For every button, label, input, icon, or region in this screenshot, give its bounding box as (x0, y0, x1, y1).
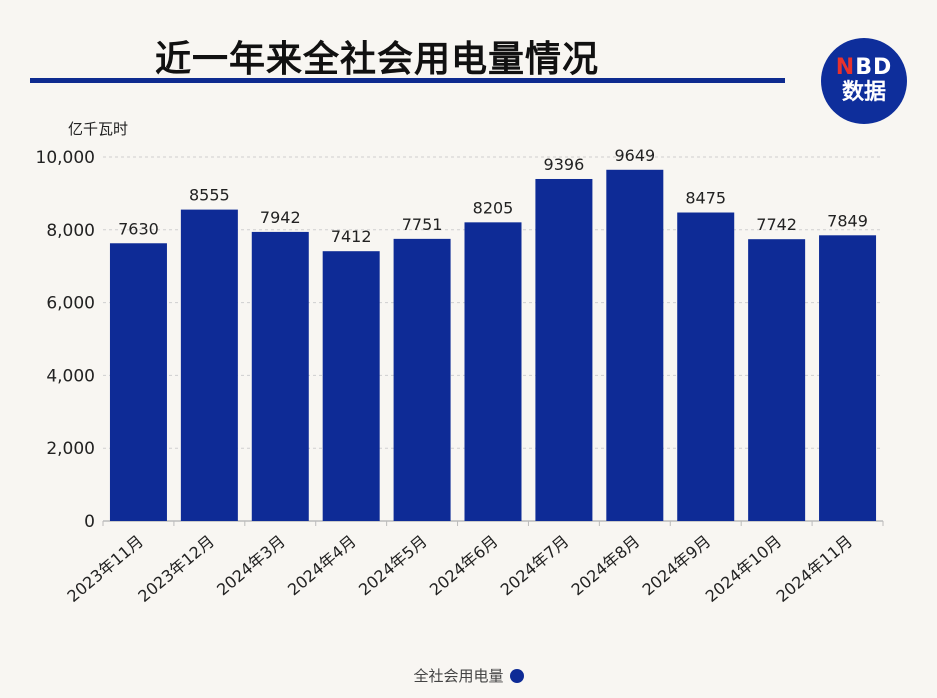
y-axis-unit-label: 亿千瓦时 (68, 120, 129, 138)
y-tick-label: 0 (84, 512, 95, 532)
y-tick-label: 6,000 (46, 294, 95, 314)
nbd-logo: NBD 数据 (821, 38, 907, 124)
logo-subtext: 数据 (841, 80, 886, 105)
bar (322, 251, 380, 522)
data-label: 7751 (402, 215, 443, 234)
title-underline (30, 78, 785, 83)
x-tick-label: 2024年11月 (773, 532, 857, 606)
data-label: 8555 (189, 186, 230, 205)
data-label: 7412 (331, 227, 372, 246)
y-tick-label: 8,000 (46, 221, 95, 241)
bar (180, 209, 238, 521)
legend-swatch (509, 668, 524, 683)
x-tick-label: 2023年11月 (63, 532, 147, 606)
y-tick-label: 10,000 (36, 148, 95, 168)
x-tick-label: 2024年6月 (426, 532, 502, 600)
bar (393, 238, 451, 522)
x-tick-label: 2023年12月 (134, 532, 218, 606)
data-label: 7630 (118, 219, 159, 238)
x-tick-label: 2024年5月 (355, 532, 431, 600)
bar (748, 239, 806, 521)
data-label: 7942 (260, 208, 301, 227)
data-label: 9396 (544, 155, 585, 174)
bar (819, 235, 877, 522)
data-label: 9649 (614, 146, 655, 165)
data-label: 7849 (827, 211, 868, 230)
x-tick-label: 2024年7月 (497, 532, 573, 600)
bar (535, 178, 593, 521)
data-label: 8205 (473, 198, 514, 217)
bar (677, 212, 735, 521)
bar (251, 231, 309, 521)
data-label: 7742 (756, 215, 797, 234)
logo-accent-letter: N (835, 55, 856, 80)
legend: 全社会用电量 (0, 665, 937, 686)
data-label: 8475 (685, 189, 726, 208)
page-title: 近一年来全社会用电量情况 (155, 39, 600, 80)
x-tick-label: 2024年4月 (284, 532, 360, 600)
y-tick-label: 2,000 (46, 439, 95, 459)
legend-label: 全社会用电量 (413, 667, 504, 685)
y-tick-label: 4,000 (46, 366, 95, 386)
bar (606, 169, 664, 521)
x-tick-label: 2024年10月 (702, 532, 786, 606)
x-tick-label: 2024年3月 (213, 532, 289, 600)
logo-letters: BD (855, 55, 893, 80)
bar (109, 243, 167, 521)
x-tick-label: 2024年8月 (568, 532, 644, 600)
bar (464, 222, 522, 521)
